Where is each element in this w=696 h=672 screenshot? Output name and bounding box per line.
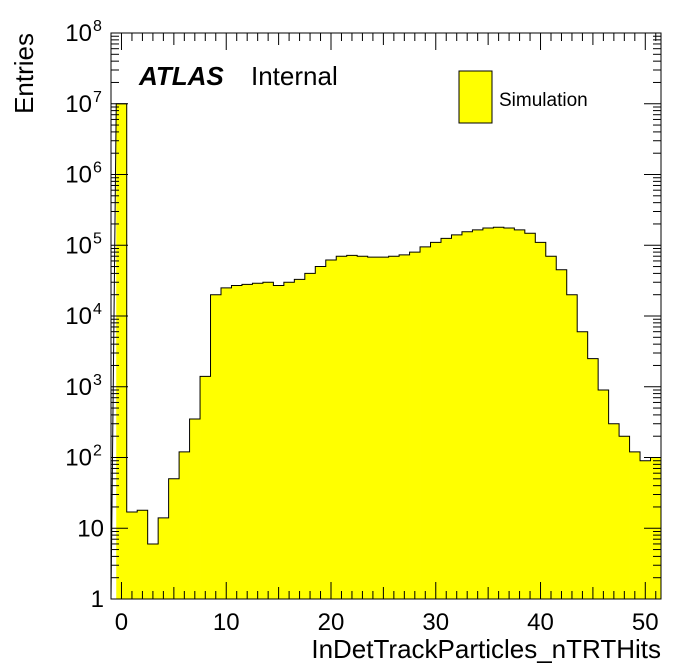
y-tick-label: 10 [65,232,92,259]
y-tick-label: 10 [65,162,92,189]
histogram-bar [116,103,128,599]
y-tick-label: 10 [65,20,92,47]
histogram-bar [273,285,285,599]
y-tick-exponent: 5 [93,230,102,247]
histogram-bar [210,294,222,599]
histogram-bar [189,419,201,599]
y-tick-exponent: 8 [93,18,102,35]
x-axis-label: InDetTrackParticles_nTRTHits [311,634,661,664]
histogram-bar [514,229,526,599]
histogram-bar [294,279,306,599]
x-tick-label: 30 [422,609,449,636]
histogram-bar [388,256,400,599]
histogram-bar [399,254,410,599]
histogram-bar [493,227,505,600]
histogram-bar [545,256,557,599]
y-tick-exponent: 6 [93,160,102,177]
y-tick-exponent: 3 [93,372,102,389]
histogram-bar [179,451,190,599]
y-tick-exponent: 2 [93,443,102,460]
y-tick-label: 10 [65,374,92,401]
y-axis-label: Entries [9,33,39,114]
histogram-bar [315,266,327,599]
histogram-bar [200,376,211,599]
histogram-bar [482,228,494,599]
y-tick-exponent: 4 [93,301,102,318]
x-tick-label: 40 [527,609,554,636]
axis-ticks [110,32,661,600]
histogram-bar [346,255,358,599]
histogram-bar [461,231,473,599]
x-tick-label: 0 [115,609,128,636]
histogram-bar [577,331,589,599]
histogram-bar [535,242,547,599]
y-tick-label: 10 [65,303,92,330]
histogram-bar [283,282,295,599]
x-tick-label: 10 [213,609,240,636]
histogram-bar [147,543,159,599]
histogram-bar [472,229,484,599]
histogram-bar [587,358,599,599]
atlas-label: ATLAS [138,61,224,91]
histogram-bar [608,423,620,599]
histogram-bar [231,285,243,599]
histogram-bar [158,517,170,599]
histogram-bar [378,257,390,599]
y-tick-exponent: 7 [93,89,102,106]
histogram-bar [221,287,232,599]
histogram-bar [566,294,578,599]
y-tick-label: 10 [65,91,92,118]
histogram-bar [503,228,515,599]
histogram-bar [430,242,442,599]
y-tick-label: 1 [91,586,104,613]
histogram-bar [524,233,536,599]
legend-entry-simulation: Simulation [499,90,588,111]
histogram-bar [126,511,138,599]
y-tick-label: 10 [77,515,104,542]
y-tick-label: 10 [65,445,92,472]
histogram-bar [357,256,369,599]
histogram-outline [110,103,662,600]
histogram-bar [241,284,253,599]
legend: Simulation [458,70,588,124]
histogram-bar [598,389,610,599]
histogram-bar [262,282,274,599]
histogram-bar [629,451,641,599]
histogram-bar [420,246,431,599]
histogram-bar [336,256,348,599]
histogram-bar [409,252,421,599]
histogram-bar [556,269,568,599]
histogram-bars [110,103,662,600]
histogram-bar [640,460,651,599]
x-tick-label: 20 [318,609,345,636]
histogram-bar [451,234,463,599]
atlas-status-label: Internal [251,61,338,91]
x-tick-label: 50 [632,609,659,636]
histogram-bar [137,510,149,599]
histogram-bar [441,238,452,599]
legend-swatch-simulation [458,70,493,124]
histogram-bar [252,283,264,599]
histogram-bar [619,436,630,599]
histogram-bar [367,257,379,599]
histogram-bar [168,478,180,599]
histogram-bar [304,273,316,599]
histogram-bar [325,259,337,599]
